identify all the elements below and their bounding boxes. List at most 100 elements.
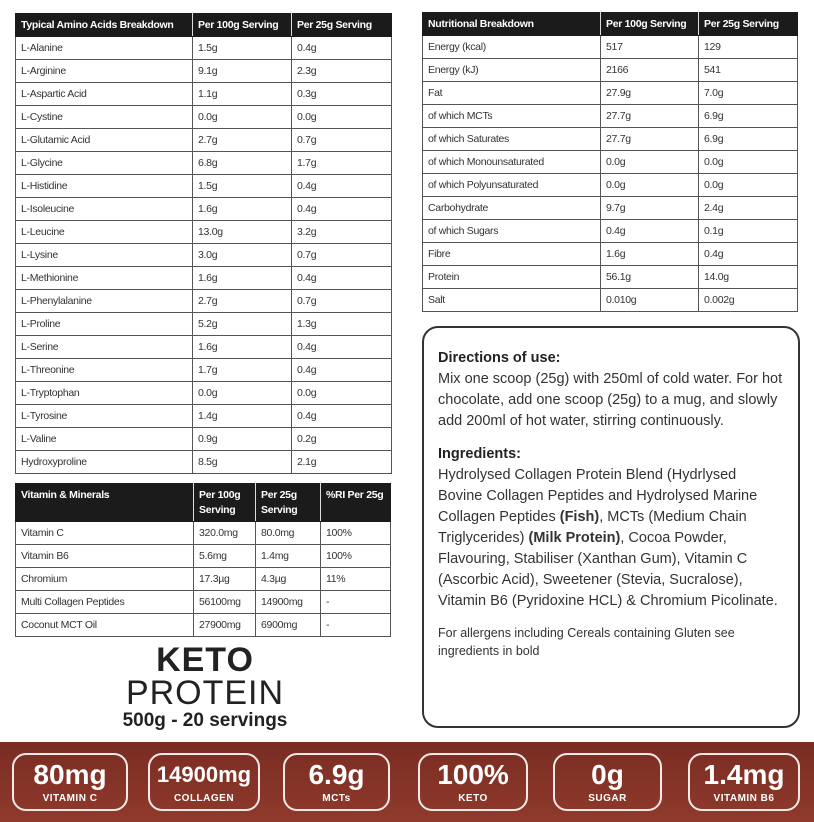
table-cell: 129 [698, 35, 798, 59]
table-cell: L-Cystine [15, 105, 193, 129]
table-cell: Salt [422, 288, 601, 312]
table-cell: 4.3µg [255, 567, 321, 591]
table-cell: 0.010g [600, 288, 699, 312]
table-row: of which Saturates 27.7g 6.9g [422, 127, 798, 151]
table-header: Vitamin & Minerals Per 100g Serving Per 25… [15, 483, 391, 522]
table-cell: 2.7g [192, 289, 292, 313]
table-row: L-Phenylalanine 2.7g 0.7g [15, 289, 392, 313]
table-row: Chromium 17.3µg 4.3µg 11% [15, 567, 391, 591]
badge-label: SUGAR [588, 793, 627, 804]
column-header: Per 25g Serving [698, 12, 798, 36]
table-cell: 56100mg [193, 590, 256, 614]
table-cell: L-Aspartic Acid [15, 82, 193, 106]
table-row: L-Tryptophan 0.0g 0.0g [15, 381, 392, 405]
table-cell: 9.1g [192, 59, 292, 83]
ingredients-part: , Cocoa Powder, Flavouring, Stabiliser (… [438, 530, 778, 609]
table-row: Multi Collagen Peptides 56100mg 14900mg - [15, 590, 391, 614]
table-row: L-Valine 0.9g 0.2g [15, 427, 392, 451]
table-row: L-Glutamic Acid 2.7g 0.7g [15, 128, 392, 152]
table-cell: L-Leucine [15, 220, 193, 244]
table-cell: 7.0g [698, 81, 798, 105]
table-cell: L-Methionine [15, 266, 193, 290]
table-cell: Fibre [422, 242, 601, 266]
table-cell: L-Glycine [15, 151, 193, 175]
table-header: Nutritional Breakdown Per 100g Serving Per… [422, 12, 798, 36]
nutritional-breakdown-table: Nutritional Breakdown Per 100g Serving Per… [422, 12, 798, 312]
table-row: L-Aspartic Acid 1.1g 0.3g [15, 82, 392, 106]
table-cell: L-Threonine [15, 358, 193, 382]
table-cell: L-Arginine [15, 59, 193, 83]
table-cell: 0.4g [291, 358, 392, 382]
table-row: of which Sugars 0.4g 0.1g [422, 219, 798, 243]
table-cell: Fat [422, 81, 601, 105]
table-row: of which Monounsaturated 0.0g 0.0g [422, 150, 798, 174]
table-row: Fat 27.9g 7.0g [422, 81, 798, 105]
table-row: Protein 56.1g 14.0g [422, 265, 798, 289]
directions-ingredients-box: Directions of use: Mix one scoop (25g) w… [422, 326, 800, 728]
brand-keto: KETO [156, 641, 254, 679]
table-cell: 0.4g [291, 174, 392, 198]
table-row: Salt 0.010g 0.002g [422, 288, 798, 312]
badge-value: 14900mg [156, 762, 252, 787]
badge-value: 6.9g [308, 759, 365, 790]
table-row: L-Lysine 3.0g 0.7g [15, 243, 392, 267]
column-header: Nutritional Breakdown [422, 12, 601, 36]
ingredients-part: , MCTs (Medium Chain Triglycerides) [438, 509, 747, 546]
table-cell: 517 [600, 35, 699, 59]
table-cell: 17.3µg [193, 567, 256, 591]
table-cell: 1.7g [192, 358, 292, 382]
table-cell: 0.4g [291, 404, 392, 428]
table-cell: 0.0g [698, 150, 798, 174]
table-row: L-Histidine 1.5g 0.4g [15, 174, 392, 198]
table-cell: 0.0g [600, 173, 699, 197]
table-cell: 0.0g [291, 105, 392, 129]
table-row: L-Proline 5.2g 1.3g [15, 312, 392, 336]
allergen-fish: (Fish) [559, 509, 600, 525]
highlight-badge: 80mg VITAMIN C [12, 753, 128, 811]
column-header: %RI Per 25g [320, 483, 391, 522]
table-cell: 541 [698, 58, 798, 82]
badge-label: VITAMIN C [42, 793, 98, 804]
badge-value: 0g [591, 759, 624, 790]
table-cell: L-Phenylalanine [15, 289, 193, 313]
table-row: L-Tyrosine 1.4g 0.4g [15, 404, 392, 428]
table-cell: L-Serine [15, 335, 193, 359]
table-row: of which Polyunsaturated 0.0g 0.0g [422, 173, 798, 197]
badge-label: COLLAGEN [173, 793, 235, 804]
table-cell: 80.0mg [255, 521, 321, 545]
column-header: Per 25g Serving [255, 483, 321, 522]
ingredients-title: Ingredients: [438, 446, 521, 462]
table-cell: L-Proline [15, 312, 193, 336]
table-cell: - [320, 590, 391, 614]
badge-value: 100% [437, 759, 509, 790]
table-cell: 100% [320, 521, 391, 545]
table-cell: Coconut MCT Oil [15, 613, 194, 637]
table-cell: Hydroxyproline [15, 450, 193, 474]
column-header: Per 100g Serving [192, 13, 292, 37]
badge-label: MCTs [322, 793, 351, 804]
table-row: Coconut MCT Oil 27900mg 6900mg - [15, 613, 391, 637]
table-cell: 27900mg [193, 613, 256, 637]
brand-protein: PROTEIN [125, 674, 285, 712]
table-row: Energy (kJ) 2166 541 [422, 58, 798, 82]
table-cell: 5.2g [192, 312, 292, 336]
table-cell: 1.1g [192, 82, 292, 106]
table-cell: Energy (kJ) [422, 58, 601, 82]
table-row: L-Methionine 1.6g 0.4g [15, 266, 392, 290]
table-row: L-Serine 1.6g 0.4g [15, 335, 392, 359]
table-row: L-Threonine 1.7g 0.4g [15, 358, 392, 382]
table-cell: 1.6g [600, 242, 699, 266]
table-cell: 320.0mg [193, 521, 256, 545]
table-cell: 0.4g [291, 335, 392, 359]
highlight-badge: 100% KETO [418, 753, 528, 811]
table-cell: 0.0g [192, 105, 292, 129]
table-cell: Carbohydrate [422, 196, 601, 220]
table-cell: 0.7g [291, 128, 392, 152]
highlight-badge: 1.4mg VITAMIN B6 [688, 753, 800, 811]
table-cell: 0.0g [698, 173, 798, 197]
table-cell: 6.9g [698, 127, 798, 151]
table-cell: 1.6g [192, 197, 292, 221]
highlight-badge: 0g SUGAR [553, 753, 662, 811]
table-cell: 1.6g [192, 266, 292, 290]
table-cell: Multi Collagen Peptides [15, 590, 194, 614]
